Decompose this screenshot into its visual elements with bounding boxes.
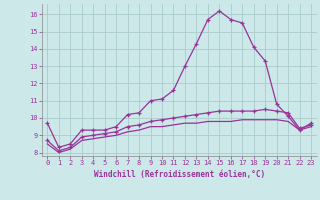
- X-axis label: Windchill (Refroidissement éolien,°C): Windchill (Refroidissement éolien,°C): [94, 170, 265, 179]
